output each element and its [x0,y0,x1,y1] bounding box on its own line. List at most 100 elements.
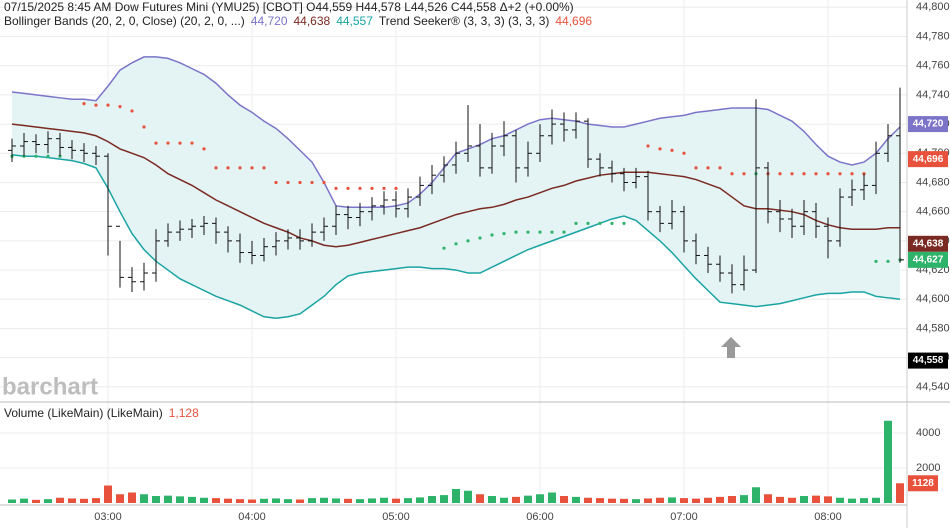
price-badge-label: 44,558 [913,355,944,366]
trend-dot [334,186,338,190]
trend-dot [442,246,446,250]
y-tick-label: 44,680 [916,176,950,188]
volume-bar [584,497,592,503]
trend-dot [742,172,746,176]
trend-dot [214,166,218,170]
trend-dot [874,259,878,263]
trend-dot [814,172,818,176]
legend-item: 44,720 [251,14,288,28]
trend-dot [94,103,98,107]
trend-dot [226,166,230,170]
trend-dot [358,186,362,190]
x-tick-label: 04:00 [238,511,266,523]
volume-bar [692,498,700,503]
trend-dot [142,125,146,129]
bollinger-line [11,154,901,320]
trend-dot [130,109,134,113]
up-arrow [721,337,741,358]
axis-layer: 44,80044,78044,76044,74044,72044,70044,6… [94,1,949,523]
trend-dot [310,180,314,185]
trend-dot [250,166,254,170]
volume-bar [740,495,748,503]
volume-bar [440,495,448,503]
volume-bar [644,498,652,503]
volume-bar [20,498,28,503]
volume-bar [608,498,616,503]
legend-item: 44,557 [336,14,373,28]
volume-bar [548,492,556,503]
volume-bar [236,499,244,503]
volume-bar [56,497,64,503]
x-tick-label: 05:00 [382,511,410,523]
volume-bar [356,499,364,503]
volume-bar [332,498,340,503]
volume-bar [812,495,820,503]
volume-bar [680,498,688,503]
trend-dot [802,172,806,176]
volume-bar [776,496,784,503]
trend-dot [286,180,290,185]
price-badge [908,151,948,168]
volume-bar [140,494,148,503]
trend-dot [574,221,578,225]
plot-layer [8,56,904,503]
legend-item: 44,696 [555,14,592,28]
volume-bar [284,499,292,503]
price-badge-label: 44,696 [913,154,944,165]
volume-bar [44,499,52,503]
trend-dot [562,230,566,234]
volume-bar [308,498,316,503]
volume-bar [512,496,520,503]
price-badge-label: 44,627 [913,254,944,265]
y-tick-label: 44,800 [916,1,950,13]
bollinger-line [11,123,900,248]
trend-dot [202,147,206,151]
trend-dot [622,221,626,225]
volume-bar [560,496,568,503]
volume-bar [716,496,724,503]
volume-bar [896,483,904,503]
trend-dot [502,231,506,236]
trend-dot [478,236,482,240]
volume-badge-label: 1128 [912,478,934,489]
trend-dot [886,259,890,263]
volume-bar [476,494,484,503]
volume-badge [908,475,938,492]
volume-bar [260,498,268,503]
volume-bar [536,494,544,503]
volume-bar [656,497,664,503]
trend-dot [178,141,182,145]
x-tick-label: 06:00 [526,511,554,523]
trend-dot [538,230,542,234]
volume-bar [572,496,580,503]
trend-dot [682,151,686,155]
volume-bar [320,497,328,503]
volume-bar [392,498,400,503]
volume-bar [176,496,184,503]
trend-dot [658,147,662,151]
volume-bar [764,494,772,503]
legend: Bollinger Bands (20, 2, 0, Close) (20, 2… [4,14,592,28]
trend-dot [370,186,374,190]
volume-bar [344,498,352,503]
trend-dot [118,104,122,109]
trend-dot [466,239,470,243]
y-tick-label: 44,580 [916,322,950,334]
volume-bar [296,499,304,503]
trend-dot [586,221,590,225]
trend-dot [394,186,398,190]
trend-dot [382,186,386,190]
volume-bar [68,498,76,503]
trend-dot [262,166,266,170]
legend-item: Bollinger Bands (20, 2, 0, Close) (20, 2… [4,14,245,28]
volume-bar [188,496,196,503]
volume-bar [632,499,640,503]
volume-bar [368,498,376,503]
volume-bar [272,498,280,503]
y-tick-label: 44,660 [916,206,950,218]
volume-value: 1,128 [169,406,199,420]
volume-bar [788,497,796,503]
legend-item: Trend Seeker® (3, 3, 3) (3, 3, 3) [379,14,549,28]
volume-bar [800,496,808,503]
trend-dot [598,221,602,225]
